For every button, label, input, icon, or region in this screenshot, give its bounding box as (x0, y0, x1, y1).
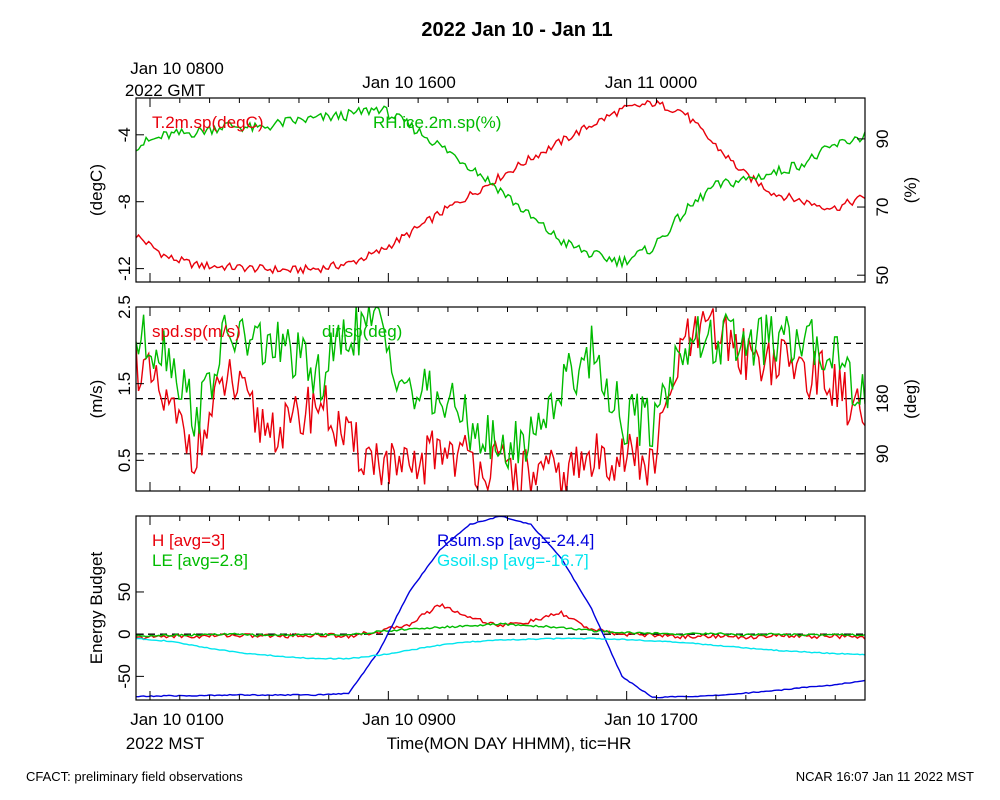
panel-frame (135, 97, 866, 283)
top-axis-sublabel: 2022 GMT (125, 81, 205, 100)
legend-gsoil: Gsoil.sp [avg=-16.7] (437, 551, 589, 570)
panel-2: 0.5 1.5 2.5 (m/s) (deg) 90 180 spd.sp(m/s) dir.s… (87, 295, 920, 492)
footer-right: NCAR 16:07 Jan 11 2022 MST (796, 769, 974, 784)
panel-3: -50 0 50 Energy Budget H [avg=3]LE [avg=2.8]… (87, 515, 866, 701)
y-tick-label: 2.5 (115, 295, 134, 319)
legend-spd: spd.sp(m/s) (152, 322, 241, 341)
series-line-1-1 (136, 99, 865, 275)
y-tick-label: -12 (115, 256, 134, 281)
y2-axis-label: (%) (901, 177, 920, 203)
y2-axis-label: (deg) (901, 379, 920, 419)
legend-rh: RH.ice.2m.sp(%) (373, 113, 501, 132)
bottom-axis-label-2: Jan 10 1700 (604, 710, 698, 729)
legend-rsum: Rsum.sp [avg=-24.4] (437, 531, 594, 550)
y-tick-label: -50 (115, 664, 134, 689)
top-axis-label-1: Jan 10 1600 (362, 73, 456, 92)
plot-area (136, 516, 865, 699)
bottom-axis-sublabel: 2022 MST (126, 734, 204, 753)
top-axis-label-0: Jan 10 0800 (130, 59, 224, 78)
panels-group: -12 -8 -4 (degC) (%) 50 70 90 T.2m.sp(degC) RH.ic… (87, 97, 920, 701)
series-line-1-2 (136, 105, 865, 269)
y-tick-label: 0.5 (115, 449, 134, 473)
x-axis-title: Time(MON DAY HHMM), tic=HR (387, 734, 632, 753)
panel-frame (135, 515, 866, 701)
series-line-2-2 (136, 307, 865, 471)
y-tick-label: 0 (115, 629, 134, 638)
legend-h: H [avg=3] (152, 531, 225, 550)
y-tick-label: 50 (115, 583, 134, 602)
series-line-3-2 (136, 622, 865, 638)
y-tick-label: -4 (115, 127, 134, 142)
legend-t2m: T.2m.sp(degC) (152, 113, 263, 132)
y2-tick-label: 70 (873, 198, 892, 217)
y-axis-label: (m/s) (87, 380, 106, 419)
legend-dir: dir.sp(deg) (322, 322, 402, 341)
y-tick-label: -8 (115, 194, 134, 209)
legend-le: LE [avg=2.8] (152, 551, 248, 570)
footer-left: CFACT: preliminary field observations (26, 769, 243, 784)
y-axis-label: Energy Budget (87, 551, 106, 664)
y2-tick-label: 90 (873, 129, 892, 148)
plot-area (136, 99, 865, 275)
y-axis-label: (degC) (87, 164, 106, 216)
y2-tick-label: 50 (873, 266, 892, 285)
series-line-3-1 (136, 602, 865, 641)
y2-tick-label: 180 (873, 384, 892, 412)
plot-area (136, 307, 865, 491)
chart-title: 2022 Jan 10 - Jan 11 (421, 19, 612, 41)
top-axis-label-2: Jan 11 0000 (605, 73, 697, 92)
y-tick-label: 1.5 (115, 372, 134, 396)
bottom-axis-label-0: Jan 10 0100 (130, 710, 224, 729)
series-line-3-4 (136, 637, 865, 660)
bottom-axis-label-1: Jan 10 0900 (362, 710, 456, 729)
y2-tick-label: 90 (873, 444, 892, 463)
panel-1: -12 -8 -4 (degC) (%) 50 70 90 T.2m.sp(degC) RH.ic… (87, 97, 920, 285)
